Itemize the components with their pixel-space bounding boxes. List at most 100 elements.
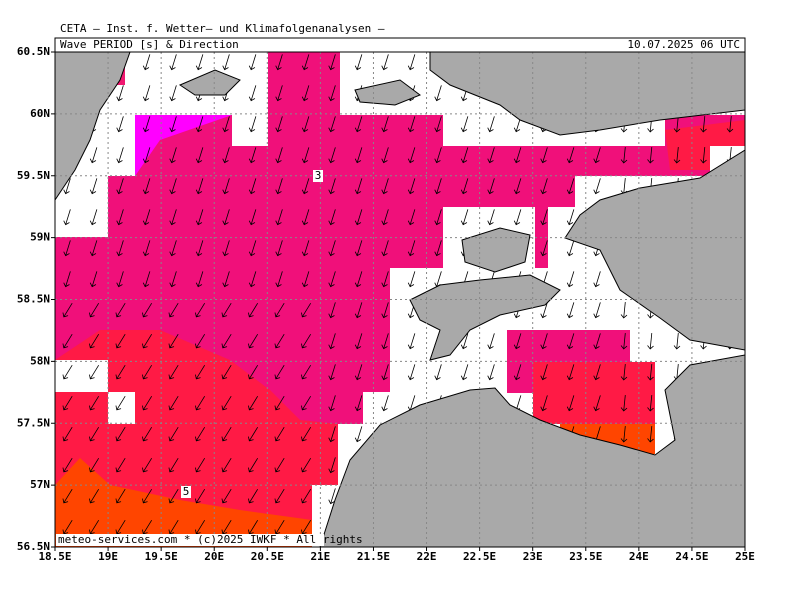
wave-arrow <box>169 54 177 71</box>
contour-label-box <box>181 486 191 498</box>
y-tick-label: 57.5N <box>17 416 50 429</box>
wave-arrow <box>301 178 310 195</box>
wave-arrow <box>89 395 100 411</box>
wave-arrow <box>593 333 601 350</box>
wave-arrow <box>168 519 179 535</box>
wave-arrow <box>647 147 654 164</box>
wave-arrow <box>63 271 71 288</box>
wave-arrow <box>274 333 285 349</box>
x-tick-label: 25E <box>735 550 755 563</box>
wave-arrow <box>248 457 259 473</box>
wave-arrow <box>354 364 363 381</box>
x-tick-label: 22E <box>417 550 437 563</box>
wave-arrow <box>407 364 416 381</box>
wave-arrow <box>460 116 469 133</box>
wave-arrow <box>221 395 232 411</box>
wave-arrow <box>274 395 285 411</box>
x-tick-label: 20E <box>204 550 224 563</box>
wave-arrow <box>274 519 285 535</box>
wave-arrow <box>89 271 98 288</box>
wave-arrow <box>89 488 100 504</box>
wave-arrow <box>354 395 363 412</box>
wave-arrow <box>62 488 73 504</box>
wave-arrow <box>354 147 363 164</box>
footer-box <box>56 534 324 546</box>
wave-arrow <box>142 271 151 288</box>
wave-arrow <box>407 178 416 195</box>
wave-arrow <box>487 178 495 195</box>
wave-arrow <box>115 395 126 411</box>
wave-arrow <box>381 240 389 257</box>
wave-arrow <box>354 209 363 226</box>
wave-arrow <box>700 147 707 164</box>
wave-arrow <box>301 426 312 442</box>
wave-arrow <box>726 116 734 133</box>
wave-arrow <box>222 116 230 133</box>
wave-arrow <box>248 209 257 226</box>
wave-arrow <box>328 240 336 257</box>
wave-arrow <box>142 240 151 257</box>
wave-arrow <box>115 426 126 442</box>
y-tick-label: 59N <box>30 231 50 244</box>
land <box>409 274 561 361</box>
land <box>354 79 422 106</box>
wave-arrow <box>328 147 336 164</box>
wave-arrow <box>513 178 522 195</box>
wave-arrow <box>168 457 179 473</box>
wave-arrow <box>169 209 177 226</box>
wave-arrow <box>620 333 628 350</box>
wave-arrow <box>221 457 232 473</box>
wave-arrow <box>116 85 124 102</box>
wave-arrow <box>434 85 442 102</box>
wave-arrow <box>647 426 654 443</box>
wave-arrow <box>169 85 177 102</box>
wave-arrow <box>89 302 100 318</box>
wave-arrow <box>116 240 124 257</box>
wave-arrow <box>301 54 310 71</box>
wave-arrow <box>168 333 179 349</box>
x-tick-label: 23E <box>523 550 543 563</box>
land <box>55 52 131 201</box>
wave-arrow <box>328 333 336 350</box>
graticule <box>55 52 745 547</box>
wave-arrow <box>673 333 681 350</box>
wave-arrow <box>142 457 153 473</box>
wave-arrow <box>647 395 654 412</box>
x-tick-label: 18.5E <box>38 550 71 563</box>
wave-arrow <box>407 54 416 71</box>
wave-arrow <box>274 426 285 442</box>
wave-arrow <box>168 364 179 380</box>
wave-arrow <box>301 209 310 226</box>
wave-arrow <box>566 271 575 288</box>
wave-arrow <box>381 364 389 381</box>
wave-arrow <box>168 426 179 442</box>
wave-arrow <box>301 147 310 164</box>
x-tick-label: 24.5E <box>675 550 708 563</box>
wave-arrow <box>115 488 126 504</box>
wave-arrow <box>354 54 363 71</box>
wave-arrow <box>301 457 312 473</box>
wave-arrow <box>248 178 257 195</box>
wave-arrow <box>142 395 153 411</box>
wave-arrow <box>381 333 389 350</box>
wave-arrow <box>381 395 389 412</box>
wave-arrow <box>116 271 124 288</box>
x-tick-label: 24E <box>629 550 649 563</box>
wave-arrow <box>115 333 126 349</box>
wave-arrow <box>248 519 259 535</box>
period-zone <box>135 115 232 176</box>
y-tick-label: 59.5N <box>17 169 50 182</box>
wave-arrow <box>62 519 73 535</box>
wave-arrow <box>89 426 100 442</box>
wave-arrow <box>142 116 151 133</box>
wave-arrow <box>328 54 336 71</box>
wave-arrow <box>89 457 100 473</box>
wave-arrow <box>407 333 416 350</box>
wave-arrow <box>222 147 230 164</box>
x-tick-label: 19E <box>98 550 118 563</box>
wave-arrow <box>142 426 153 442</box>
wave-arrow <box>195 395 206 411</box>
x-tick-label: 21E <box>310 550 330 563</box>
wave-arrow <box>301 85 310 102</box>
wave-arrow <box>168 395 179 411</box>
